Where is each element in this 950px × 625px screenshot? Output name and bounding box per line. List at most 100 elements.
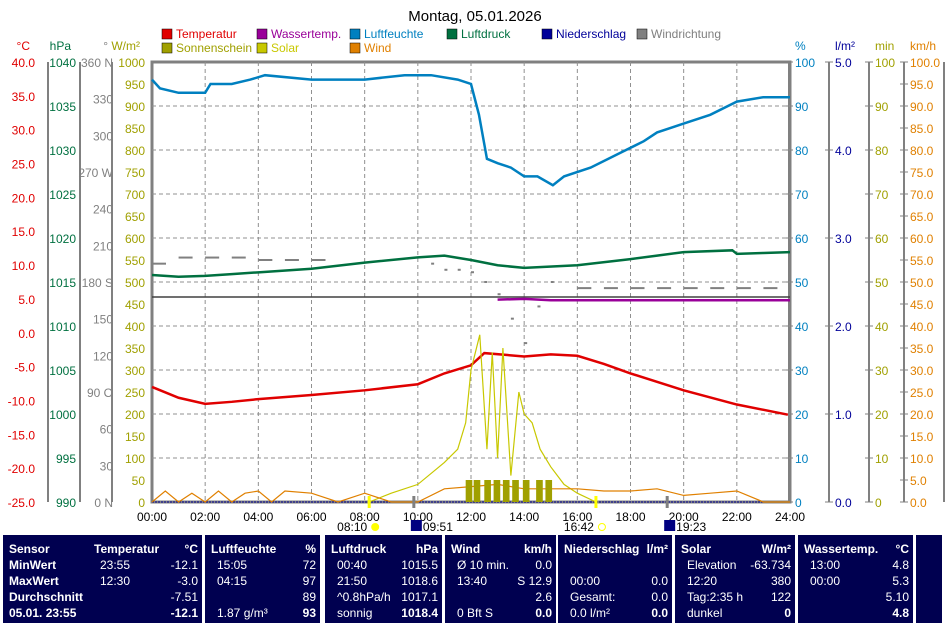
axis-tick-label: 0.0 — [910, 496, 927, 510]
axis-tick-label: 100 — [125, 452, 145, 466]
axis-tick-label: -5.0 — [14, 361, 35, 375]
cell-value: 0.0 l/m² — [570, 606, 611, 620]
sunshine-bar — [493, 480, 501, 502]
axis-tick-label: 30.0 — [12, 124, 36, 138]
series-windrichtung — [152, 256, 778, 345]
axis-tick-label: 650 — [125, 210, 145, 224]
cell-value: 04:15 — [217, 574, 248, 588]
axis-tick-label: 45.0 — [910, 298, 934, 312]
axis-tick-label: 1.0 — [835, 408, 852, 422]
legend-swatch — [161, 42, 173, 54]
axis-tick-label: 990 — [56, 496, 76, 510]
axis-tick-label: 60.0 — [910, 232, 934, 246]
axis-tick-label: 20 — [875, 408, 889, 422]
cell-value: 93 — [302, 606, 316, 620]
cell-value: -63.734 — [750, 558, 791, 572]
axis-tick-label: 10.0 — [910, 452, 934, 466]
axis-tick-label: 100.0 — [910, 56, 940, 70]
series-wind — [151, 483, 790, 503]
cell-value: 1.87 g/m³ — [217, 606, 268, 620]
axis-tick-label: 65.0 — [910, 210, 934, 224]
series-line — [368, 334, 597, 503]
cell-value: 00:00 — [810, 574, 841, 588]
stats-column: Temperatur °C 23:55 -12.1 12:30 -3.0 -7.51 -12.… — [88, 535, 202, 623]
moonrise-icon — [664, 520, 676, 531]
axis-tick-label: 0 N — [94, 496, 113, 510]
stats-column: Wassertemp. °C 13:00 4.8 00:00 5.3 5.10 4.8 — [798, 535, 913, 623]
sunshine-bar — [522, 480, 530, 502]
axis-tick-label: 180 S — [82, 276, 113, 290]
axis-tick-label: 70 — [795, 188, 809, 202]
axis-tick-label: 35.0 — [910, 342, 934, 356]
series-line — [151, 73, 790, 187]
cell-value: 15:05 — [217, 558, 248, 572]
axis-tick-label: 1000 — [118, 56, 145, 70]
axis-tick-label: 100 — [875, 56, 895, 70]
axis-tick-label: 80 — [875, 144, 889, 158]
axis-tick-label: 400 — [125, 320, 145, 334]
axis-tick-label: 1025 — [49, 188, 76, 202]
column-header: l/m² — [646, 542, 668, 556]
event-time: 19:23 — [676, 520, 706, 533]
cell-value: 2.6 — [535, 590, 552, 604]
cell-value: 1018.6 — [401, 574, 438, 588]
axis-tick-label: 50 — [795, 276, 809, 290]
axis-tick-label: 210 — [93, 239, 113, 253]
cell-value: ^0.8hPa/h — [337, 590, 391, 604]
sunshine-bar — [502, 480, 510, 502]
column-header: Temperatur — [94, 542, 160, 556]
axis-tick-label: 90.0 — [910, 100, 934, 114]
legend-label: Windrichtung — [651, 27, 721, 41]
axis-tick-label: 5.0 — [18, 293, 35, 307]
axis-tick-label: 550 — [125, 254, 145, 268]
x-tick-label: 12:00 — [456, 510, 486, 524]
axis-tick-label: 700 — [125, 188, 145, 202]
cell-value: Tag:2:35 h — [687, 590, 744, 604]
cell-value: 5.3 — [892, 574, 909, 588]
legend-label: Sonnenschein — [176, 41, 252, 55]
axis-tick-label: 40.0 — [12, 56, 36, 70]
axis-tick-label: 40 — [795, 320, 809, 334]
axis-unit: km/h — [910, 39, 936, 53]
axis-tick-label: 1015 — [49, 276, 76, 290]
x-tick-label: 04:00 — [243, 510, 273, 524]
axis-tick-label: 30 — [875, 364, 889, 378]
sunshine-bar — [512, 480, 519, 502]
cell-value: -12.1 — [170, 558, 198, 572]
axis-tick-label: 10 — [875, 452, 889, 466]
cell-value: -12.1 — [170, 606, 198, 620]
cell-value: 12:30 — [100, 574, 131, 588]
series-temperatur — [151, 351, 789, 416]
x-tick-label: 00:00 — [137, 510, 167, 524]
series-line — [151, 249, 791, 278]
cell-value: sonnig — [337, 606, 373, 620]
cell-value: -7.51 — [170, 590, 198, 604]
axis-tick-label: 95.0 — [910, 78, 934, 92]
axis-tick-label: 450 — [125, 298, 145, 312]
axis-tick-label: 150 — [125, 430, 145, 444]
axis-unit: °C — [17, 39, 31, 53]
axis-tick-label: 240 — [93, 203, 113, 217]
stats-table: Sensor MinWert MaxWert Durchschnitt 05.01. 2… — [0, 533, 950, 625]
axis-tick-label: 0 — [138, 496, 145, 510]
x-tick-label: 20:00 — [669, 510, 699, 524]
cell-value: S 12.9 — [517, 574, 552, 588]
legend-swatch — [636, 28, 648, 40]
cell-value: MinWert — [9, 558, 57, 572]
axis-tick-label: -25.0 — [8, 496, 36, 510]
axis-tick-label: 995 — [56, 452, 76, 466]
cell-value: Gesamt: — [570, 590, 616, 604]
axis-tick-label: 250 — [125, 386, 145, 400]
x-tick-label: 06:00 — [296, 510, 326, 524]
sunshine-bar — [465, 480, 473, 502]
axis-tick-label: 75.0 — [910, 166, 934, 180]
axis-tick-label: 70.0 — [910, 188, 934, 202]
column-header: °C — [895, 542, 909, 556]
axis-unit: % — [795, 39, 806, 53]
axis-tick-label: 10 — [795, 452, 809, 466]
axis-tick-label: 10.0 — [12, 259, 36, 273]
cell-value: 0.0 — [651, 606, 668, 620]
axis-tick-label: -15.0 — [8, 428, 36, 442]
axis-tick-label: 350 — [125, 342, 145, 356]
event-time: 08:10 — [337, 520, 367, 533]
